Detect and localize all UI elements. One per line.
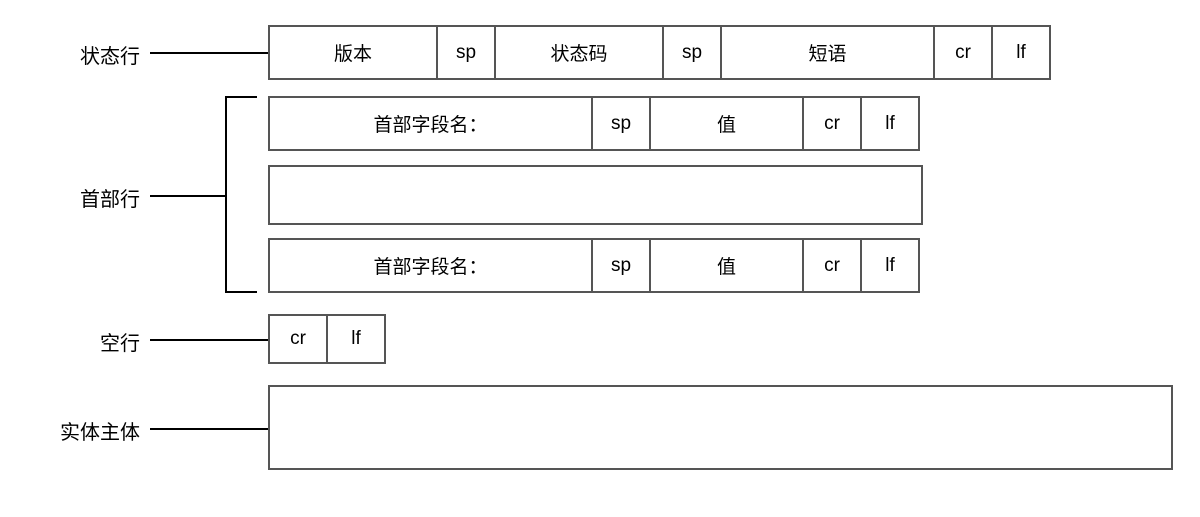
http-response-structure-diagram: 状态行 首部行 空行 实体主体 版本 sp 状态码 sp 短语 cr lf 首部… xyxy=(0,0,1200,517)
cell-cr-text: cr xyxy=(955,42,971,64)
cell-blank-cr: cr xyxy=(268,314,328,364)
label-status-line: 状态行 xyxy=(60,40,140,69)
cell-h1-value: 值 xyxy=(649,96,804,151)
cell-h1-lf-text: lf xyxy=(885,113,895,135)
header-row-2: 首部字段名： sp 值 cr lf xyxy=(268,238,920,293)
cell-version: 版本 xyxy=(268,25,438,80)
cell-h1-value-text: 值 xyxy=(717,110,736,137)
cell-sp2: sp xyxy=(662,25,722,80)
cell-h1-lf: lf xyxy=(860,96,920,151)
cell-blank-lf-text: lf xyxy=(351,328,361,350)
cell-lf-text: lf xyxy=(1016,42,1026,64)
cell-sp1-text: sp xyxy=(456,42,476,64)
cell-blank-cr-text: cr xyxy=(290,328,306,350)
label-header-lines: 首部行 xyxy=(60,183,140,212)
cell-field-name-1: 首部字段名： xyxy=(268,96,593,151)
cell-h2-value-text: 值 xyxy=(717,252,736,279)
connector-entity-body xyxy=(150,428,268,430)
cell-lf: lf xyxy=(991,25,1051,80)
cell-h2-lf: lf xyxy=(860,238,920,293)
blank-line-row: cr lf xyxy=(268,314,386,364)
cell-field-name-2: 首部字段名： xyxy=(268,238,593,293)
cell-h2-cr: cr xyxy=(802,238,862,293)
cell-field-name-2-text: 首部字段名： xyxy=(373,252,487,279)
cell-h1-sp-text: sp xyxy=(611,113,631,135)
label-blank-line: 空行 xyxy=(80,327,140,356)
cell-h2-lf-text: lf xyxy=(885,255,895,277)
cell-status-text: 状态码 xyxy=(550,39,607,66)
cell-status-code: 状态码 xyxy=(494,25,664,80)
connector-header-lines xyxy=(150,195,225,197)
entity-body-row xyxy=(268,385,1173,470)
cell-phrase: 短语 xyxy=(720,25,935,80)
header-row-1: 首部字段名： sp 值 cr lf xyxy=(268,96,920,151)
cell-h2-sp: sp xyxy=(591,238,651,293)
cell-version-text: 版本 xyxy=(334,39,372,66)
cell-phrase-text: 短语 xyxy=(808,39,846,66)
cell-h2-sp-text: sp xyxy=(611,255,631,277)
status-line-row: 版本 sp 状态码 sp 短语 cr lf xyxy=(268,25,1051,80)
cell-h1-cr: cr xyxy=(802,96,862,151)
header-gap-row xyxy=(268,165,923,225)
bracket-header-lines xyxy=(225,96,227,293)
cell-sp1: sp xyxy=(436,25,496,80)
cell-sp2-text: sp xyxy=(682,42,702,64)
label-entity-body: 实体主体 xyxy=(48,416,140,445)
cell-h1-cr-text: cr xyxy=(824,113,840,135)
connector-blank-line xyxy=(150,339,268,341)
connector-status-line xyxy=(150,52,268,54)
cell-field-name-1-text: 首部字段名： xyxy=(373,110,487,137)
cell-cr: cr xyxy=(933,25,993,80)
cell-h2-value: 值 xyxy=(649,238,804,293)
cell-blank-lf: lf xyxy=(326,314,386,364)
cell-h2-cr-text: cr xyxy=(824,255,840,277)
cell-h1-sp: sp xyxy=(591,96,651,151)
